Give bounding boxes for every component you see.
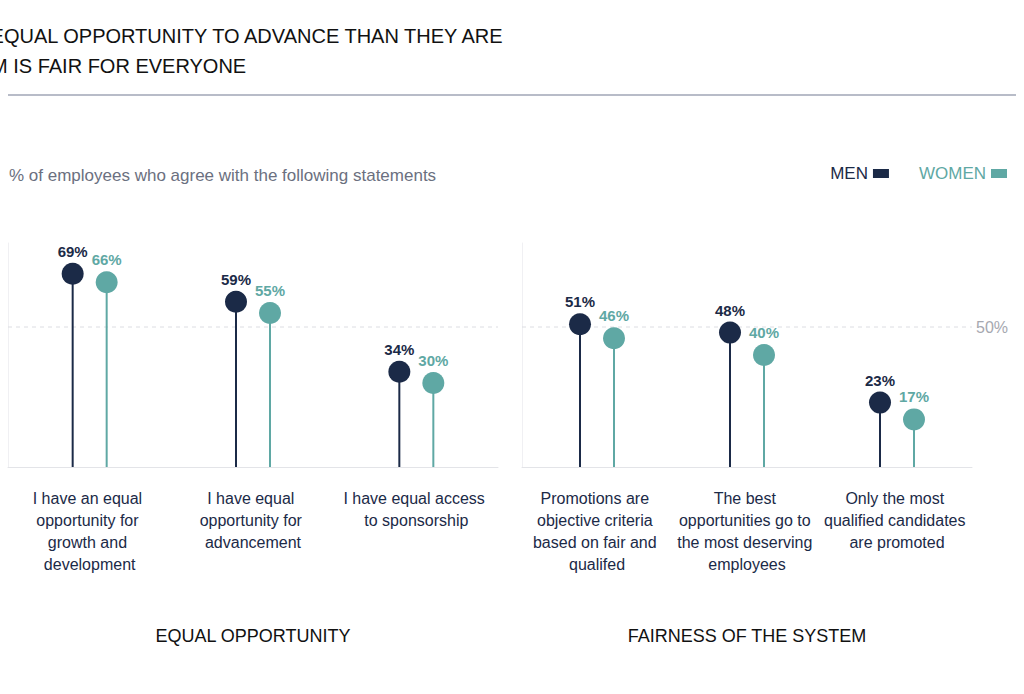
svg-text:59%: 59%: [221, 271, 251, 288]
svg-text:qualified candidates: qualified candidates: [824, 512, 970, 529]
svg-text:17%: 17%: [899, 388, 929, 405]
svg-text:FAIRNESS OF THE SYSTEM: FAIRNESS OF THE SYSTEM: [628, 626, 867, 646]
svg-text:the most deserving: the most deserving: [677, 534, 817, 551]
svg-text:growth and: growth and: [48, 534, 132, 551]
svg-text:opportunity for: opportunity for: [200, 512, 307, 529]
svg-text:I have equal: I have equal: [207, 490, 299, 507]
svg-text:employees: employees: [708, 556, 785, 573]
svg-text:I have equal access: I have equal access: [343, 490, 489, 507]
svg-text:40%: 40%: [749, 324, 779, 341]
svg-text:EMPLOYEES ARE MORE LIKELY TO T: EMPLOYEES ARE MORE LIKELY TO THINK THEY …: [0, 25, 508, 47]
svg-text:23%: 23%: [865, 372, 895, 389]
svg-text:EQUAL OPPORTUNITY: EQUAL OPPORTUNITY: [155, 626, 350, 646]
svg-text:Promotions are: Promotions are: [541, 490, 654, 507]
svg-text:48%: 48%: [715, 302, 745, 319]
svg-text:MEN: MEN: [830, 164, 868, 183]
svg-text:46%: 46%: [599, 307, 629, 324]
svg-text:development: development: [44, 556, 136, 573]
svg-text:to sponsorship: to sponsorship: [364, 512, 468, 529]
svg-text:opportunities go to: opportunities go to: [679, 512, 815, 529]
svg-text:qualifed: qualifed: [569, 556, 625, 573]
svg-text:Only the most: Only the most: [845, 490, 948, 507]
svg-text:69%: 69%: [58, 243, 88, 260]
svg-text:34%: 34%: [384, 341, 414, 358]
svg-text:51%: 51%: [565, 293, 595, 310]
svg-text:are promoted: are promoted: [849, 534, 944, 551]
svg-text:advancement: advancement: [205, 534, 302, 551]
svg-text:66%: 66%: [92, 251, 122, 268]
svg-text:The best: The best: [714, 490, 781, 507]
svg-text:opportunity for: opportunity for: [36, 512, 143, 529]
svg-text:I have an equal: I have an equal: [33, 490, 147, 507]
svg-text:TO THINK THAT THE SYSTEM IS FA: TO THINK THAT THE SYSTEM IS FAIR FOR EVE…: [0, 55, 246, 77]
svg-text:55%: 55%: [255, 282, 285, 299]
svg-text:objective criteria: objective criteria: [537, 512, 657, 529]
svg-text:based on fair and: based on fair and: [533, 534, 661, 551]
svg-text:50%: 50%: [976, 319, 1008, 336]
svg-text:30%: 30%: [418, 352, 448, 369]
svg-text:WOMEN: WOMEN: [919, 164, 986, 183]
svg-text:% of employees who agree with: % of employees who agree with the follow…: [9, 166, 436, 185]
